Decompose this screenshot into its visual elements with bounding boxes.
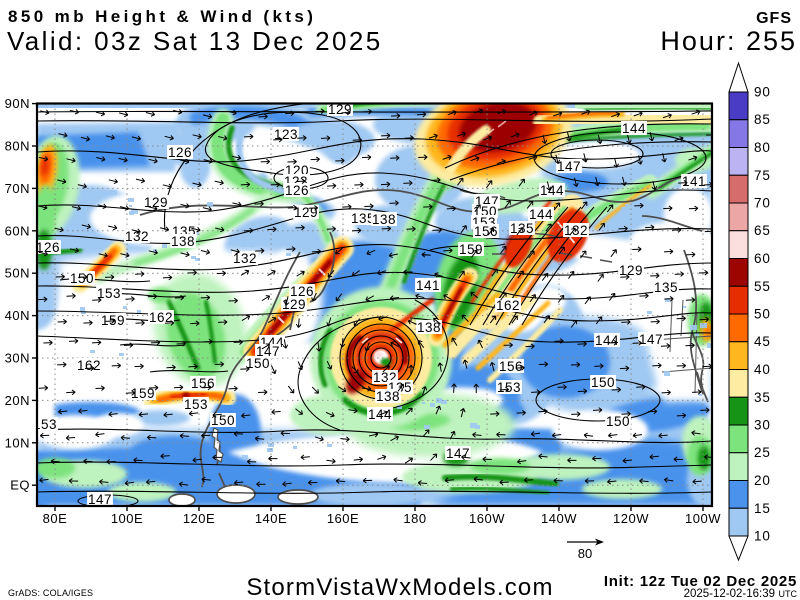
svg-text:144: 144	[622, 121, 646, 136]
svg-text:135: 135	[654, 280, 678, 295]
svg-text:150: 150	[606, 414, 630, 429]
svg-text:129: 129	[619, 263, 643, 278]
svg-text:90N: 90N	[5, 96, 30, 111]
svg-text:GFS: GFS	[756, 10, 792, 27]
svg-text:150: 150	[246, 356, 270, 371]
svg-text:35: 35	[754, 390, 771, 405]
svg-text:138: 138	[417, 320, 441, 335]
svg-text:129: 129	[294, 205, 318, 220]
svg-text:85: 85	[754, 112, 771, 127]
svg-text:126: 126	[168, 145, 192, 160]
svg-text:147: 147	[256, 344, 280, 359]
svg-text:45: 45	[754, 334, 771, 349]
svg-text:147: 147	[88, 492, 112, 507]
svg-text:Init: 12z Tue 02 Dec 2025: Init: 12z Tue 02 Dec 2025	[604, 573, 797, 590]
svg-text:40: 40	[754, 362, 771, 377]
svg-text:162: 162	[149, 310, 173, 325]
svg-text:10N: 10N	[5, 435, 30, 450]
svg-text:153: 153	[184, 397, 208, 412]
svg-text:141: 141	[416, 278, 440, 293]
svg-text:129: 129	[328, 102, 352, 117]
svg-text:141: 141	[682, 174, 706, 189]
svg-text:140E: 140E	[255, 511, 287, 526]
svg-text:75: 75	[754, 168, 771, 183]
svg-text:126: 126	[290, 284, 314, 299]
svg-text:135: 135	[351, 211, 375, 226]
svg-text:150: 150	[591, 375, 615, 390]
svg-text:160E: 160E	[327, 511, 359, 526]
svg-text:100W: 100W	[685, 511, 721, 526]
svg-text:30: 30	[754, 418, 771, 433]
svg-text:80N: 80N	[5, 139, 30, 154]
svg-text:144: 144	[540, 183, 564, 198]
svg-text:162: 162	[496, 298, 520, 313]
svg-text:153: 153	[33, 417, 57, 432]
svg-text:20: 20	[754, 473, 771, 488]
svg-text:25: 25	[754, 445, 771, 460]
svg-text:Hour: 255: Hour: 255	[660, 26, 797, 56]
svg-text:147: 147	[639, 332, 663, 347]
svg-text:126: 126	[285, 183, 309, 198]
svg-text:StormVistaWxModels.com: StormVistaWxModels.com	[246, 574, 553, 600]
svg-text:65: 65	[754, 223, 771, 238]
svg-text:EQ: EQ	[10, 478, 30, 493]
svg-text:147: 147	[557, 159, 581, 174]
svg-text:144: 144	[529, 207, 553, 222]
svg-text:120E: 120E	[183, 511, 215, 526]
svg-text:150: 150	[211, 413, 235, 428]
svg-text:144: 144	[595, 333, 619, 348]
svg-text:10: 10	[754, 529, 771, 544]
svg-text:156: 156	[474, 224, 498, 239]
svg-text:80E: 80E	[43, 511, 68, 526]
svg-text:138: 138	[372, 212, 396, 227]
svg-text:159: 159	[459, 242, 483, 257]
svg-text:70N: 70N	[5, 181, 30, 196]
svg-text:GrADS: COLA/IGES: GrADS: COLA/IGES	[8, 588, 93, 598]
svg-text:129: 129	[282, 297, 306, 312]
svg-text:153: 153	[97, 286, 121, 301]
svg-text:132: 132	[564, 223, 588, 238]
svg-text:Valid: 03z Sat 13 Dec 2025: Valid: 03z Sat 13 Dec 2025	[7, 26, 383, 56]
svg-text:60: 60	[754, 251, 771, 266]
svg-text:129: 129	[144, 195, 168, 210]
svg-text:138: 138	[376, 389, 400, 404]
svg-text:70: 70	[754, 196, 771, 211]
svg-text:30N: 30N	[5, 351, 30, 366]
svg-text:147: 147	[446, 446, 470, 461]
svg-text:156: 156	[499, 359, 523, 374]
svg-text:160W: 160W	[469, 511, 505, 526]
svg-text:126: 126	[36, 240, 60, 255]
svg-text:180: 180	[403, 511, 426, 526]
svg-text:60N: 60N	[5, 223, 30, 238]
svg-text:50N: 50N	[5, 266, 30, 281]
svg-text:100E: 100E	[111, 511, 143, 526]
svg-text:150: 150	[70, 271, 94, 286]
svg-text:138: 138	[171, 234, 195, 249]
svg-text:15: 15	[754, 501, 771, 516]
svg-text:80: 80	[578, 546, 592, 561]
svg-text:132: 132	[233, 251, 257, 266]
svg-text:55: 55	[754, 279, 771, 294]
svg-text:850 mb Height & Wind (kts): 850 mb Height & Wind (kts)	[8, 7, 316, 26]
svg-text:120W: 120W	[613, 511, 649, 526]
svg-text:153: 153	[497, 380, 521, 395]
svg-text:90: 90	[754, 85, 771, 100]
svg-text:2025-12-02-16:39: 2025-12-02-16:39	[684, 588, 775, 600]
svg-text:159: 159	[131, 386, 155, 401]
svg-text:80: 80	[754, 140, 771, 155]
svg-text:156: 156	[191, 376, 215, 391]
svg-text:140W: 140W	[541, 511, 577, 526]
svg-text:50: 50	[754, 307, 771, 322]
svg-text:20N: 20N	[5, 393, 30, 408]
svg-text:UTC: UTC	[779, 589, 798, 599]
svg-text:132: 132	[125, 229, 149, 244]
svg-text:40N: 40N	[5, 308, 30, 323]
svg-text:162: 162	[77, 358, 101, 373]
